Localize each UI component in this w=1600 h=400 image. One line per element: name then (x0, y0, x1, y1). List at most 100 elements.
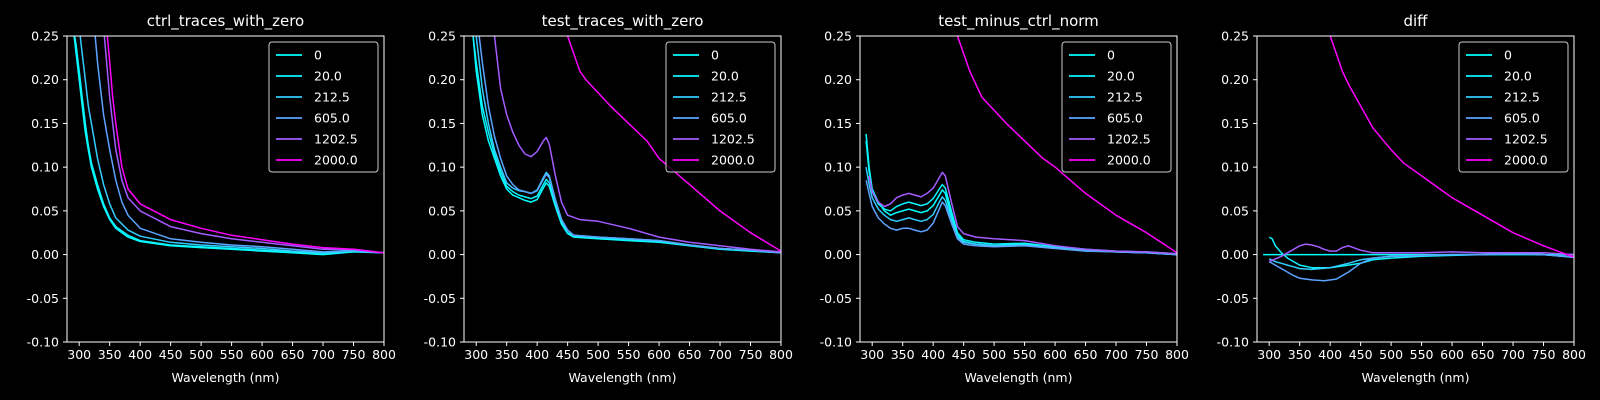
y-tick-label: -0.05 (424, 291, 456, 306)
series-line-2000.0 (1329, 36, 1574, 258)
legend: 0 20.0 212.5 605.0 1202.5 2000.0 (1061, 41, 1172, 173)
x-tick-label: 800 (1562, 347, 1586, 362)
legend-item: 0 (1466, 48, 1512, 63)
legend-item: 1202.5 (1069, 132, 1151, 147)
x-tick-label: 400 (1318, 347, 1342, 362)
y-tick-label: 0.20 (428, 72, 456, 87)
legend-label: 212.5 (1107, 90, 1143, 105)
legend-item: 2000.0 (276, 153, 358, 168)
x-tick-label: 800 (1165, 347, 1189, 362)
y-tick-label: 0.05 (428, 203, 456, 218)
x-tick-label: 400 (525, 347, 549, 362)
legend-item: 2000.0 (673, 153, 755, 168)
y-tick-label: 0.00 (428, 247, 456, 262)
legend-label: 605.0 (314, 111, 350, 126)
x-tick-label: 650 (1471, 347, 1495, 362)
legend-item: 1202.5 (276, 132, 358, 147)
legend-label: 212.5 (1504, 90, 1540, 105)
series-line-1202.5 (103, 36, 384, 254)
legend-item: 605.0 (1466, 111, 1540, 126)
legend-label: 212.5 (711, 90, 747, 105)
legend-item: 0 (673, 48, 719, 63)
legend-item: 20.0 (1069, 69, 1135, 84)
series-line-20.0 (865, 140, 1177, 255)
legend-label: 1202.5 (1107, 132, 1151, 147)
x-tick-label: 500 (586, 347, 610, 362)
x-tick-label: 350 (98, 347, 122, 362)
legend-label: 605.0 (1504, 111, 1540, 126)
legend-item: 212.5 (1069, 90, 1143, 105)
x-tick-label: 500 (1379, 347, 1403, 362)
legend-label: 20.0 (1504, 69, 1532, 84)
series-line-2000.0 (566, 36, 781, 252)
legend-label: 2000.0 (1504, 153, 1548, 168)
x-tick-label: 600 (647, 347, 671, 362)
x-tick-label: 600 (1440, 347, 1464, 362)
legend-item: 0 (1069, 48, 1115, 63)
x-tick-label: 450 (556, 347, 580, 362)
legend-label: 20.0 (711, 69, 739, 84)
x-tick-label: 450 (952, 347, 976, 362)
x-tick-label: 400 (921, 347, 945, 362)
y-tick-label: 0.15 (31, 116, 59, 131)
x-tick-label: 700 (1501, 347, 1525, 362)
legend: 0 20.0 212.5 605.0 1202.5 2000.0 (1458, 41, 1569, 173)
legend-item: 605.0 (673, 111, 747, 126)
x-tick-label: 300 (1257, 347, 1281, 362)
chart-title: test_minus_ctrl_norm (938, 12, 1099, 31)
legend: 0 20.0 212.5 605.0 1202.5 2000.0 (268, 41, 379, 173)
y-tick-label: 0.25 (31, 29, 59, 44)
x-tick-label: 400 (128, 347, 152, 362)
x-tick-label: 500 (189, 347, 213, 362)
x-axis-label: Wavelength (nm) (965, 370, 1073, 385)
legend-item: 212.5 (673, 90, 747, 105)
y-tick-label: 0.00 (1221, 247, 1249, 262)
x-tick-label: 750 (342, 347, 366, 362)
y-tick-label: -0.10 (820, 335, 852, 350)
legend-label: 20.0 (1107, 69, 1135, 84)
y-tick-label: 0.05 (31, 203, 59, 218)
x-tick-label: 750 (739, 347, 763, 362)
x-tick-label: 300 (464, 347, 488, 362)
chart-title: test_traces_with_zero (542, 12, 704, 31)
x-tick-label: 550 (1410, 347, 1434, 362)
series-line-1202.5 (868, 171, 1177, 255)
legend-label: 2000.0 (314, 153, 358, 168)
series-line-212.5 (865, 166, 1177, 256)
y-tick-label: 0.00 (824, 247, 852, 262)
x-tick-label: 650 (678, 347, 702, 362)
x-tick-label: 800 (769, 347, 793, 362)
x-tick-label: 650 (1074, 347, 1098, 362)
y-tick-label: 0.20 (1221, 72, 1249, 87)
x-tick-label: 600 (1043, 347, 1067, 362)
legend-item: 0 (276, 48, 322, 63)
legend-label: 0 (314, 48, 322, 63)
y-tick-label: -0.05 (1217, 291, 1249, 306)
x-tick-label: 750 (1532, 347, 1556, 362)
x-tick-label: 450 (1349, 347, 1373, 362)
x-tick-label: 550 (617, 347, 641, 362)
legend-item: 20.0 (276, 69, 342, 84)
y-tick-label: 0.25 (1221, 29, 1249, 44)
series-line-212.5 (79, 36, 384, 254)
y-tick-label: -0.05 (820, 291, 852, 306)
x-tick-label: 350 (1288, 347, 1312, 362)
x-axis-label: Wavelength (nm) (569, 370, 677, 385)
y-tick-label: 0.20 (31, 72, 59, 87)
plot-frame (463, 35, 782, 343)
y-tick-label: -0.10 (27, 335, 59, 350)
legend-label: 212.5 (314, 90, 350, 105)
series-line-605.0 (865, 180, 1177, 256)
x-tick-label: 800 (372, 347, 396, 362)
series-group (865, 36, 1177, 256)
series-line-20.0 (472, 36, 781, 254)
legend-item: 605.0 (276, 111, 350, 126)
series-group (1263, 36, 1574, 282)
y-tick-label: 0.05 (824, 203, 852, 218)
y-tick-label: 0.15 (1221, 116, 1249, 131)
legend-label: 1202.5 (314, 132, 358, 147)
legend-label: 2000.0 (711, 153, 755, 168)
legend-label: 1202.5 (711, 132, 755, 147)
chart-panel-1: 300 350 400 450 500 550 600 650 700 750 800 -0.10 -0… (27, 12, 396, 385)
